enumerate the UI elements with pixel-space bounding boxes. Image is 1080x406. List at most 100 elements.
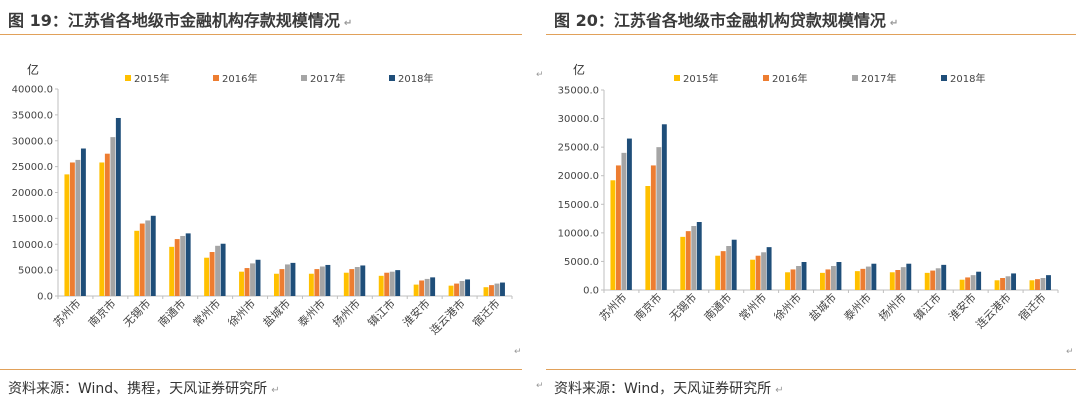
bar <box>820 272 825 290</box>
bar <box>220 243 226 296</box>
bar <box>825 269 831 290</box>
bar <box>115 117 121 296</box>
paragraph-mark: ↵ <box>514 347 522 357</box>
bar <box>680 236 686 290</box>
bar <box>661 124 667 291</box>
y-tick-label: 20000.0 <box>12 188 53 199</box>
bar <box>831 266 836 290</box>
bar <box>215 245 221 296</box>
x-tick-label: 扬州市 <box>330 296 363 329</box>
bar <box>395 270 401 296</box>
bar <box>274 273 279 296</box>
bar <box>1029 280 1035 290</box>
legend-swatch <box>852 75 858 81</box>
bar <box>255 259 261 296</box>
y-tick-label: 30000.0 <box>558 114 599 125</box>
bar <box>239 271 244 296</box>
bar <box>290 262 296 296</box>
y-tick-label: 5000.0 <box>18 266 53 277</box>
x-tick-label: 盐城市 <box>806 290 839 323</box>
bar <box>209 252 215 296</box>
bar <box>621 152 627 290</box>
source-rule <box>546 369 1076 370</box>
bar <box>976 271 982 290</box>
bar <box>766 247 772 290</box>
bar <box>250 263 255 296</box>
bar <box>1040 278 1046 290</box>
y-tick-label: 25000.0 <box>558 143 599 154</box>
y-tick-label: 0.0 <box>583 286 599 297</box>
x-tick-label: 镇江市 <box>911 290 944 323</box>
y-axis-label: 亿 <box>27 62 39 77</box>
bar <box>696 222 702 290</box>
bar <box>865 266 871 290</box>
x-tick-label: 南京市 <box>631 290 664 323</box>
bar <box>285 264 290 296</box>
x-tick-label: 徐州市 <box>225 296 258 329</box>
bar <box>1046 275 1051 290</box>
bar <box>615 165 621 290</box>
caption-rule <box>0 34 522 35</box>
bar <box>139 223 145 296</box>
x-tick-label: 宿迁市 <box>469 296 502 329</box>
bar <box>424 278 430 296</box>
x-tick-label: 常州市 <box>736 290 769 323</box>
bar <box>354 267 360 296</box>
bar <box>349 269 355 296</box>
legend-swatch <box>941 75 947 81</box>
bar <box>244 268 250 296</box>
bar <box>483 287 489 296</box>
x-tick-label: 扬州市 <box>876 290 909 323</box>
y-axis-label: 亿 <box>573 62 585 77</box>
bar <box>185 233 191 296</box>
x-tick-label: 南京市 <box>85 296 118 329</box>
y-tick-label: 10000.0 <box>12 240 53 251</box>
bar <box>959 279 965 290</box>
loan-bar-chart: 亿 2015年 2016年 2017年 2018年 0.0 5000.0 10000.0 150… <box>558 62 1059 331</box>
bar <box>314 269 320 296</box>
bar <box>360 265 366 296</box>
bar <box>1011 273 1017 290</box>
bar <box>860 268 866 290</box>
bar <box>150 215 156 296</box>
bar <box>715 255 721 290</box>
caption-rule <box>546 34 1076 35</box>
bar <box>308 273 314 296</box>
bar <box>994 280 1000 290</box>
chart-source: 资料来源：Wind、携程，天风证券研究所 ↵ <box>8 381 280 397</box>
bar <box>413 284 419 296</box>
bar <box>656 147 662 290</box>
bar <box>104 153 110 296</box>
bar <box>319 266 325 296</box>
bar <box>906 263 912 290</box>
bar <box>459 280 465 296</box>
x-tick-label: 盐城市 <box>260 296 293 329</box>
bar <box>935 268 941 290</box>
y-tick-label: 0.0 <box>37 292 53 303</box>
deposit-chart-panel: 图 19：江苏省各地级市金融机构存款规模情况 ↵ 亿 2015年 2016年 2017年… <box>0 0 526 406</box>
x-tick-label: 镇江市 <box>365 296 398 329</box>
x-tick-label: 南通市 <box>155 296 188 329</box>
legend-swatch <box>213 75 219 81</box>
bar <box>145 220 151 296</box>
bar <box>895 270 901 290</box>
bar <box>169 246 175 296</box>
bar <box>796 266 801 290</box>
x-tick-label: 无锡市 <box>120 296 153 329</box>
bar <box>325 264 331 296</box>
bar <box>965 277 971 290</box>
bar <box>419 280 425 296</box>
bar <box>279 269 285 296</box>
bar <box>1035 279 1040 290</box>
bar <box>836 262 842 290</box>
source-rule <box>0 369 522 370</box>
bar <box>685 231 691 290</box>
bar <box>1000 278 1006 290</box>
bar <box>69 162 75 296</box>
bar <box>204 257 210 296</box>
bar <box>75 159 81 296</box>
bar <box>494 283 500 296</box>
y-tick-label: 15000.0 <box>558 200 599 211</box>
bar <box>726 246 732 290</box>
loan-chart-panel: 图 20：江苏省各地级市金融机构贷款规模情况 ↵ 亿 2015年 2016年 2017年… <box>536 0 1080 406</box>
